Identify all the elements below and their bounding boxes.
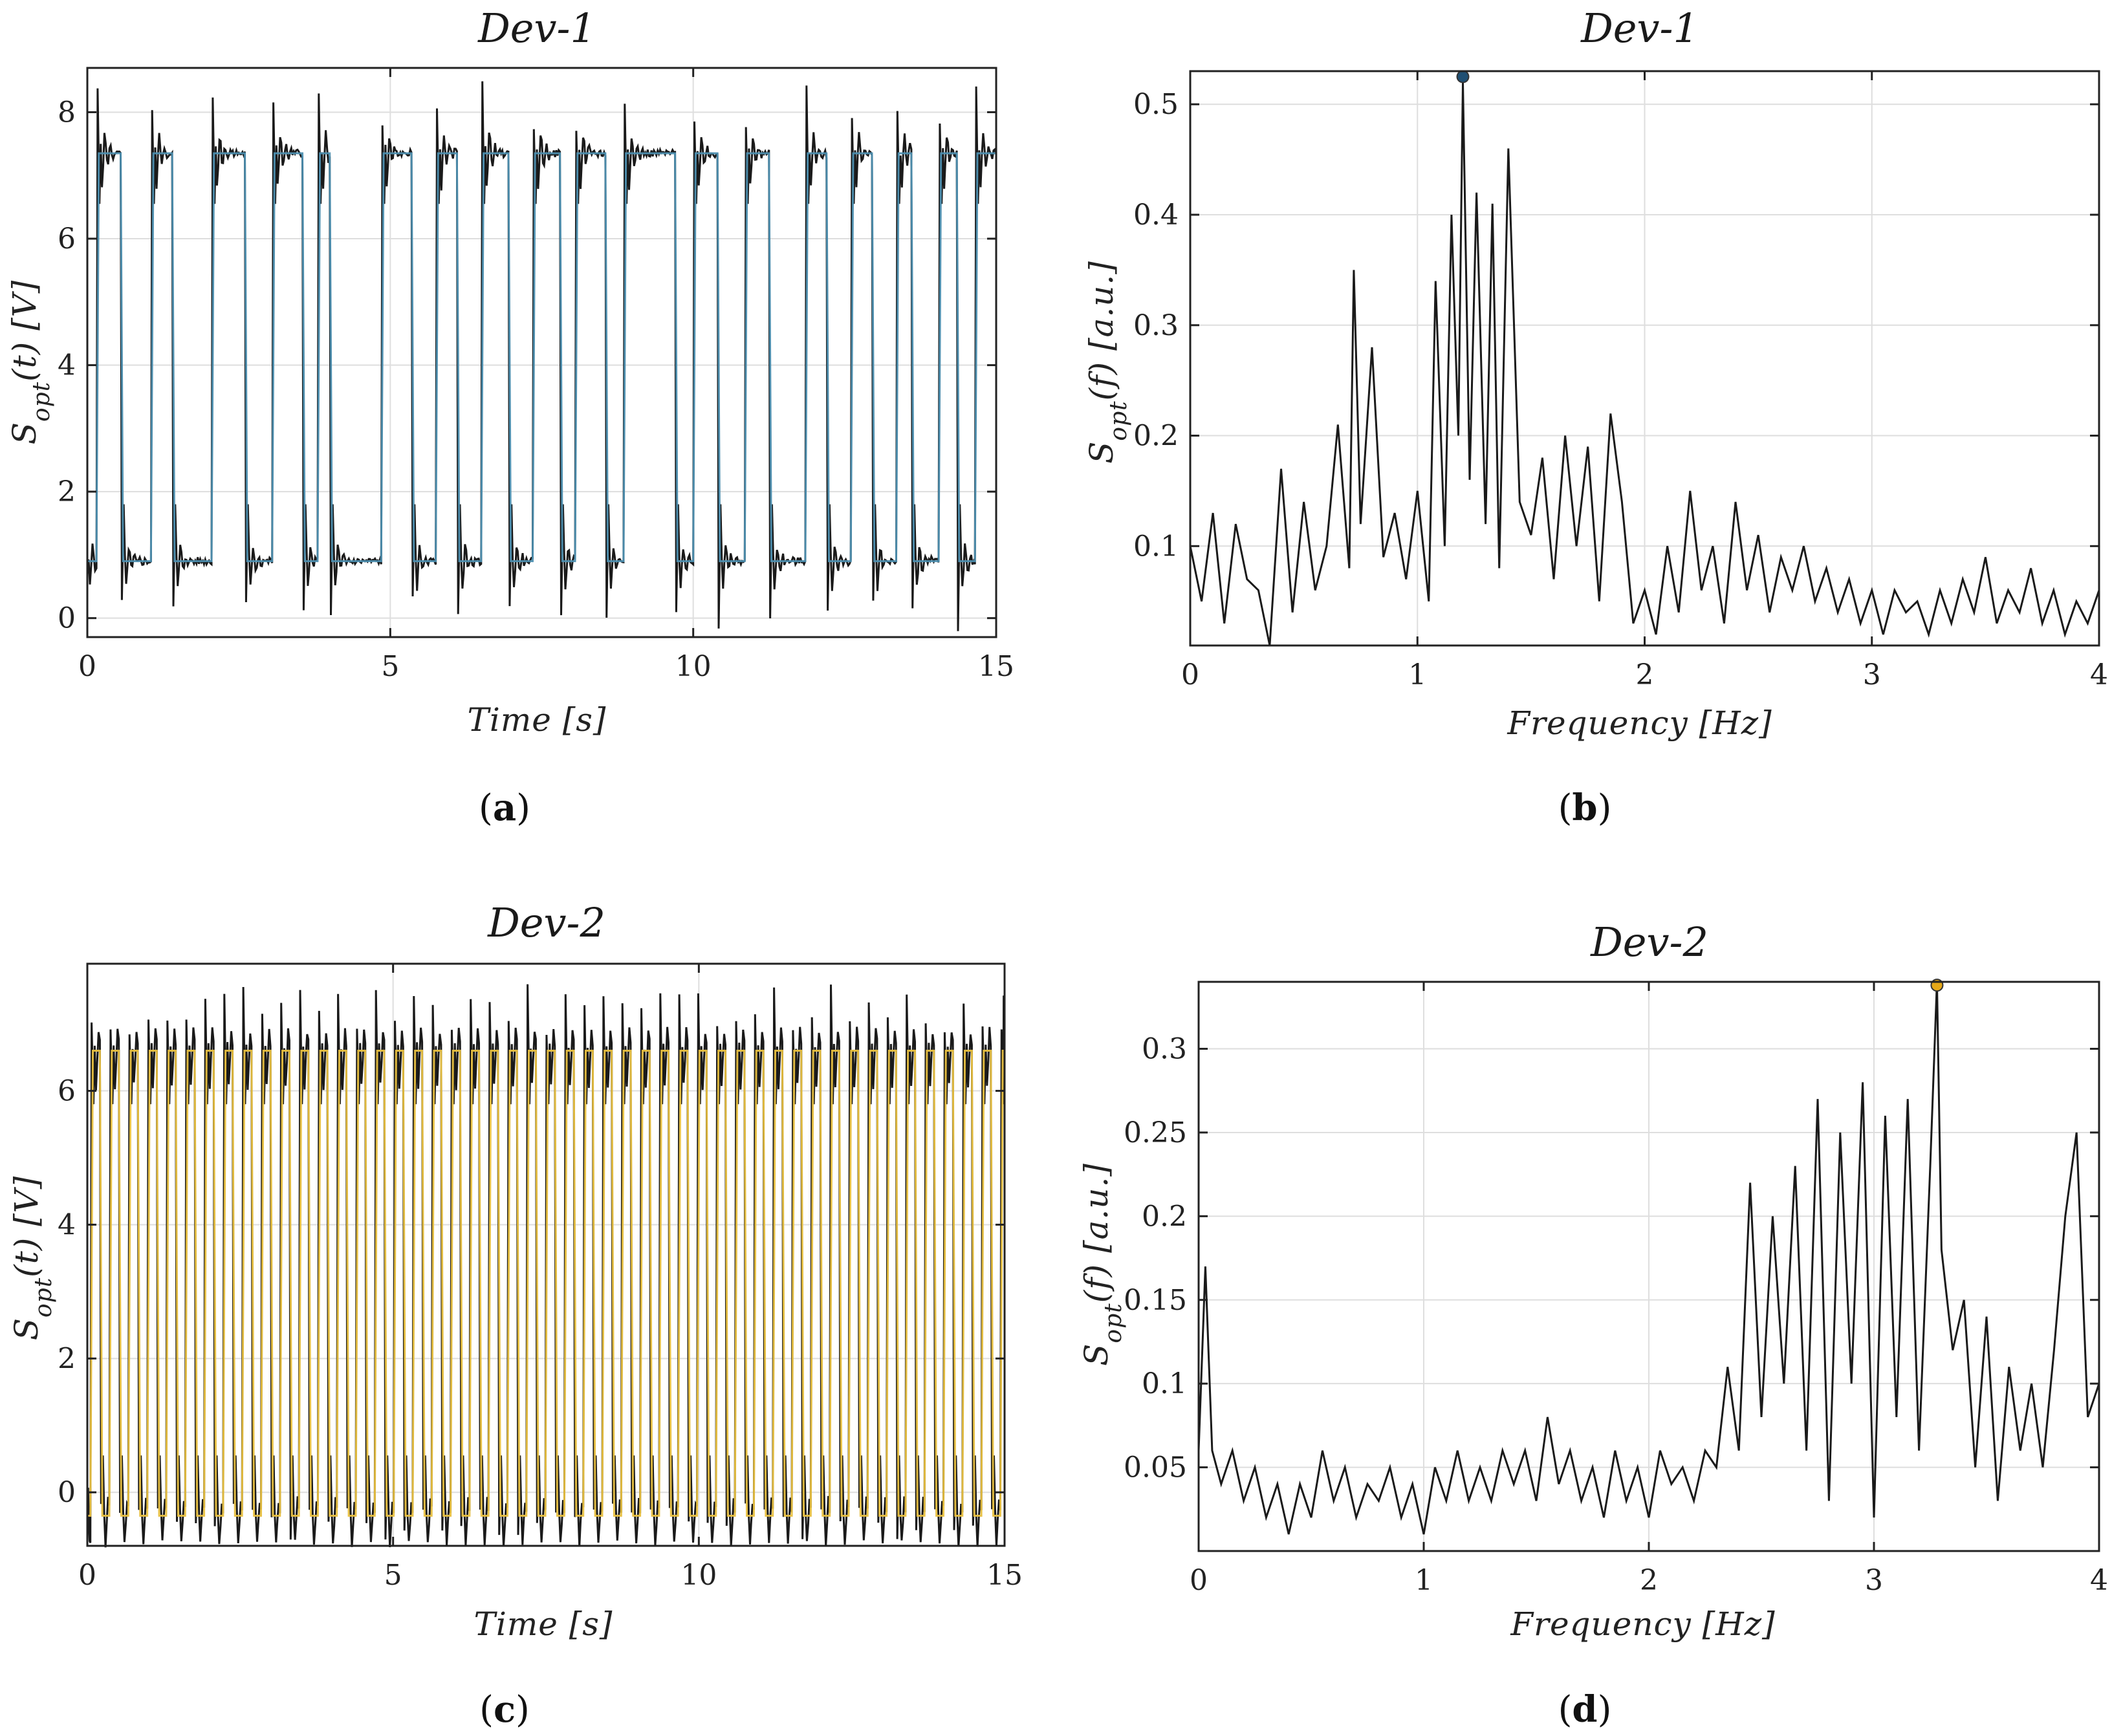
plot-area: 0 1 2 3 4 0.1 0.2 0.3 0.4 0.5: [1133, 70, 2108, 691]
y-label-rest: (f) [a.u.]: [1083, 261, 1120, 400]
y-label-subscript: opt: [30, 1277, 57, 1318]
panel-d: Dev-2 0 1 2 3 4 0.05 0.1 0.15 0.2 0.25 0.3 Frequen…: [1078, 918, 2108, 1731]
y-tick-label: 0.3: [1133, 309, 1179, 342]
y-label-subscript: opt: [1100, 1303, 1127, 1343]
x-tick-label: 15: [978, 650, 1014, 683]
x-tick-label: 0: [1181, 658, 1199, 691]
x-axis-label: Frequency [Hz]: [1510, 1605, 1775, 1643]
y-tick-label: 2: [58, 475, 76, 508]
plot-background: [87, 68, 996, 637]
x-tick-label: 3: [1863, 658, 1881, 691]
x-tick-label: 1: [1408, 658, 1426, 691]
y-tick-label: 0.1: [1142, 1367, 1187, 1400]
y-label-main: S: [8, 1318, 45, 1340]
x-tick-label: 10: [675, 650, 712, 683]
y-axis-label: Sopt(f) [a.u.]: [1083, 261, 1132, 464]
x-axis-label: Frequency [Hz]: [1507, 704, 1772, 742]
y-tick-label: 0.15: [1124, 1284, 1187, 1317]
peak-marker: [1456, 70, 1470, 83]
y-tick-label: 0: [58, 602, 76, 635]
x-tick-label: 5: [384, 1559, 402, 1592]
y-tick-label: 0.4: [1133, 199, 1179, 232]
plot-area: 0 5 10 15 0 2 4 6 8: [58, 67, 1014, 683]
subfigure-label: (a): [479, 787, 530, 829]
y-tick-label: 4: [58, 1208, 76, 1241]
x-axis-label: Time [s]: [474, 1605, 613, 1643]
chart-title: Dev-2: [487, 899, 605, 946]
y-label-main: S: [6, 422, 43, 444]
y-label-subscript: opt: [1105, 400, 1132, 440]
x-tick-label: 3: [1865, 1564, 1883, 1597]
y-label-main: S: [1083, 441, 1120, 464]
series-line-reference-square-wave: [87, 1049, 1005, 1517]
x-tick-label: 2: [1640, 1564, 1658, 1597]
x-tick-label: 2: [1636, 658, 1654, 691]
y-tick-label: 0.3: [1142, 1033, 1187, 1066]
x-axis-label: Time [s]: [468, 701, 607, 739]
y-label-rest: (f) [a.u.]: [1078, 1163, 1115, 1303]
spectrum-line: [1189, 82, 2100, 646]
plot-area: 0 5 10 15 0 2 4 6: [58, 962, 1023, 1592]
panel-a: Dev-1 0 5 10 15 0 2 4 6 8 Time [s] Sopt(t) [V] (…: [6, 5, 1014, 829]
y-tick-label: 8: [58, 96, 76, 129]
y-tick-label: 4: [58, 349, 76, 382]
subfigure-label: (c): [479, 1688, 530, 1731]
y-label-rest: (t) [V]: [6, 280, 43, 382]
chart-title: Dev-2: [1590, 918, 1708, 966]
subfigure-label: (d): [1558, 1688, 1612, 1731]
y-tick-label: 6: [58, 222, 76, 255]
x-tick-label: 15: [986, 1559, 1023, 1592]
x-tick-label: 0: [1190, 1564, 1208, 1597]
series-line-reference-square-wave: [87, 152, 997, 563]
y-tick-label: 0.1: [1133, 530, 1179, 563]
y-tick-label: 0: [58, 1476, 76, 1509]
y-tick-label: 0.05: [1124, 1451, 1187, 1484]
y-tick-label: 0.25: [1124, 1116, 1187, 1149]
panel-c: Dev-2 0 5 10 15 0 2 4 6 Time [s] Sopt(t) [V] (c…: [8, 899, 1023, 1731]
y-tick-label: 0.2: [1133, 420, 1179, 453]
y-axis-label: Sopt(f) [a.u.]: [1078, 1163, 1127, 1366]
x-tick-label: 1: [1415, 1564, 1433, 1597]
y-tick-label: 2: [58, 1342, 76, 1375]
plot-frame: [86, 962, 1006, 1547]
chart-title: Dev-1: [477, 5, 596, 52]
x-tick-label: 5: [381, 650, 399, 683]
x-tick-label: 0: [78, 650, 96, 683]
y-label-main: S: [1078, 1343, 1115, 1366]
y-tick-label: 0.2: [1142, 1200, 1187, 1233]
subfigure-label: (b): [1558, 787, 1612, 829]
x-tick-label: 4: [2090, 1564, 2108, 1597]
x-tick-label: 0: [78, 1559, 96, 1592]
y-tick-label: 6: [58, 1075, 76, 1108]
y-axis-label: Sopt(t) [V]: [8, 1176, 57, 1341]
chart-title: Dev-1: [1580, 5, 1699, 52]
spectrum-line: [1197, 981, 2100, 1535]
series-line-measured-optical-signal: [86, 984, 1006, 1548]
panel-b: Dev-1 0 1 2 3 4 0.1 0.2 0.3 0.4 0.5 Frequency [Hz…: [1083, 5, 2108, 829]
plot-area: 0 1 2 3 4 0.05 0.1 0.15 0.2 0.25 0.3: [1124, 979, 2108, 1597]
y-label-subscript: opt: [28, 382, 55, 422]
y-axis-label: Sopt(t) [V]: [6, 280, 55, 445]
plot-frame: [86, 67, 997, 638]
x-tick-label: 4: [2090, 658, 2108, 691]
y-tick-label: 0.5: [1133, 88, 1179, 121]
y-label-rest: (t) [V]: [8, 1176, 45, 1277]
x-tick-label: 10: [680, 1559, 717, 1592]
